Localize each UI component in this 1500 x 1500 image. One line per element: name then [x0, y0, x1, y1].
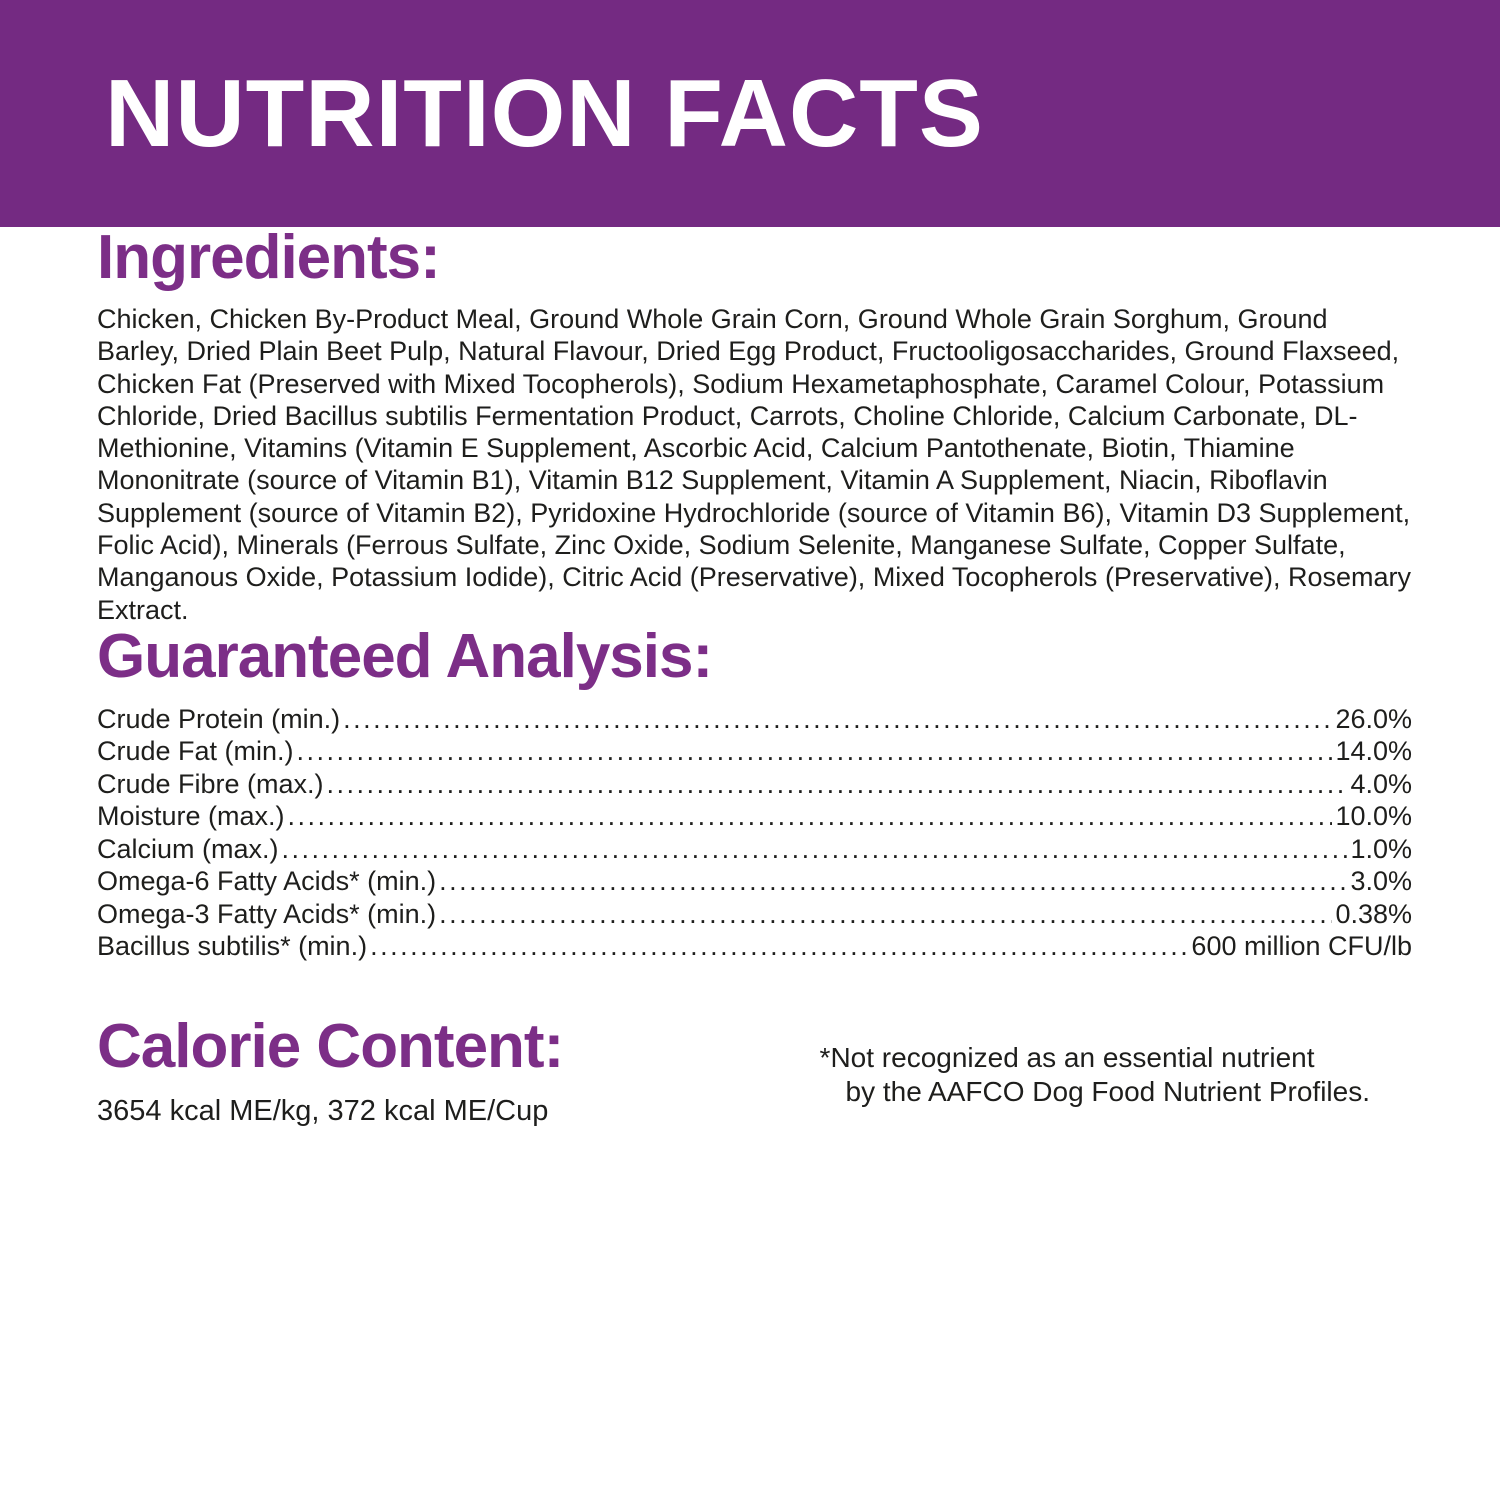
aafco-footnote: *Not recognized as an essential nutrient…: [820, 1041, 1370, 1109]
analysis-label: Omega-6 Fatty Acids* (min.): [97, 866, 437, 897]
label-content: Ingredients: Chicken, Chicken By-Product…: [97, 227, 1412, 1128]
analysis-label: Crude Fibre (max.): [97, 768, 324, 799]
analysis-label: Crude Protein (min.): [97, 703, 341, 734]
guaranteed-analysis-section: Guaranteed Analysis: Crude Protein (min.…: [97, 621, 1412, 963]
analysis-row-crude-fat: Crude Fat (min.) 14.0%: [97, 735, 1412, 768]
analysis-value: 4.0%: [1350, 768, 1412, 799]
dot-leader: [297, 735, 1333, 768]
footnote-line-1: *Not recognized as an essential nutrient: [819, 1041, 1315, 1073]
dot-leader: [288, 800, 1333, 833]
analysis-value: 10.0%: [1335, 801, 1412, 832]
analysis-value: 14.0%: [1335, 736, 1412, 767]
analysis-row-omega3: Omega-3 Fatty Acids* (min.) 0.38%: [97, 898, 1412, 931]
dot-leader: [327, 768, 1348, 801]
guaranteed-analysis-table: Crude Protein (min.) 26.0% Crude Fat (mi…: [97, 703, 1412, 963]
analysis-value: 26.0%: [1335, 703, 1412, 734]
analysis-value: 0.38%: [1335, 898, 1412, 929]
analysis-label: Bacillus subtilis* (min.): [97, 931, 368, 962]
analysis-row-crude-protein: Crude Protein (min.) 26.0%: [97, 703, 1412, 736]
calorie-content-section: Calorie Content: 3654 kcal ME/kg, 372 kc…: [97, 1011, 1412, 1128]
analysis-label: Crude Fat (min.): [97, 736, 294, 767]
calorie-content-value: 3654 kcal ME/kg, 372 kcal ME/Cup: [97, 1094, 549, 1127]
dot-leader: [343, 703, 1332, 736]
analysis-label: Calcium (max.): [97, 833, 279, 864]
calorie-content-block: Calorie Content: 3654 kcal ME/kg, 372 kc…: [97, 1011, 564, 1128]
guaranteed-analysis-heading: Guaranteed Analysis:: [97, 621, 713, 691]
calorie-content-heading: Calorie Content:: [97, 1011, 564, 1081]
analysis-row-moisture: Moisture (max.) 10.0%: [97, 800, 1412, 833]
ingredients-heading: Ingredients:: [97, 223, 441, 292]
analysis-label: Omega-3 Fatty Acids* (min.): [97, 898, 437, 929]
analysis-value: 3.0%: [1350, 866, 1412, 897]
analysis-row-crude-fibre: Crude Fibre (max.) 4.0%: [97, 768, 1412, 801]
header-band: NUTRITION FACTS: [0, 0, 1500, 227]
dot-leader: [439, 865, 1347, 898]
page-title: NUTRITION FACTS: [105, 59, 984, 167]
dot-leader: [370, 930, 1188, 963]
ingredients-section: Ingredients: Chicken, Chicken By-Product…: [97, 227, 1412, 626]
analysis-row-calcium: Calcium (max.) 1.0%: [97, 833, 1412, 866]
analysis-row-bacillus-subtilis: Bacillus subtilis* (min.) 600 million CF…: [97, 930, 1412, 963]
analysis-value: 600 million CFU/lb: [1191, 931, 1412, 962]
analysis-label: Moisture (max.): [97, 801, 285, 832]
ingredients-text: Chicken, Chicken By-Product Meal, Ground…: [97, 304, 1412, 625]
dot-leader: [439, 898, 1332, 931]
footnote-line-2: by the AAFCO Dog Food Nutrient Profiles.: [845, 1075, 1370, 1107]
analysis-row-omega6: Omega-6 Fatty Acids* (min.) 3.0%: [97, 865, 1412, 898]
dot-leader: [282, 833, 1348, 866]
analysis-value: 1.0%: [1350, 833, 1412, 864]
